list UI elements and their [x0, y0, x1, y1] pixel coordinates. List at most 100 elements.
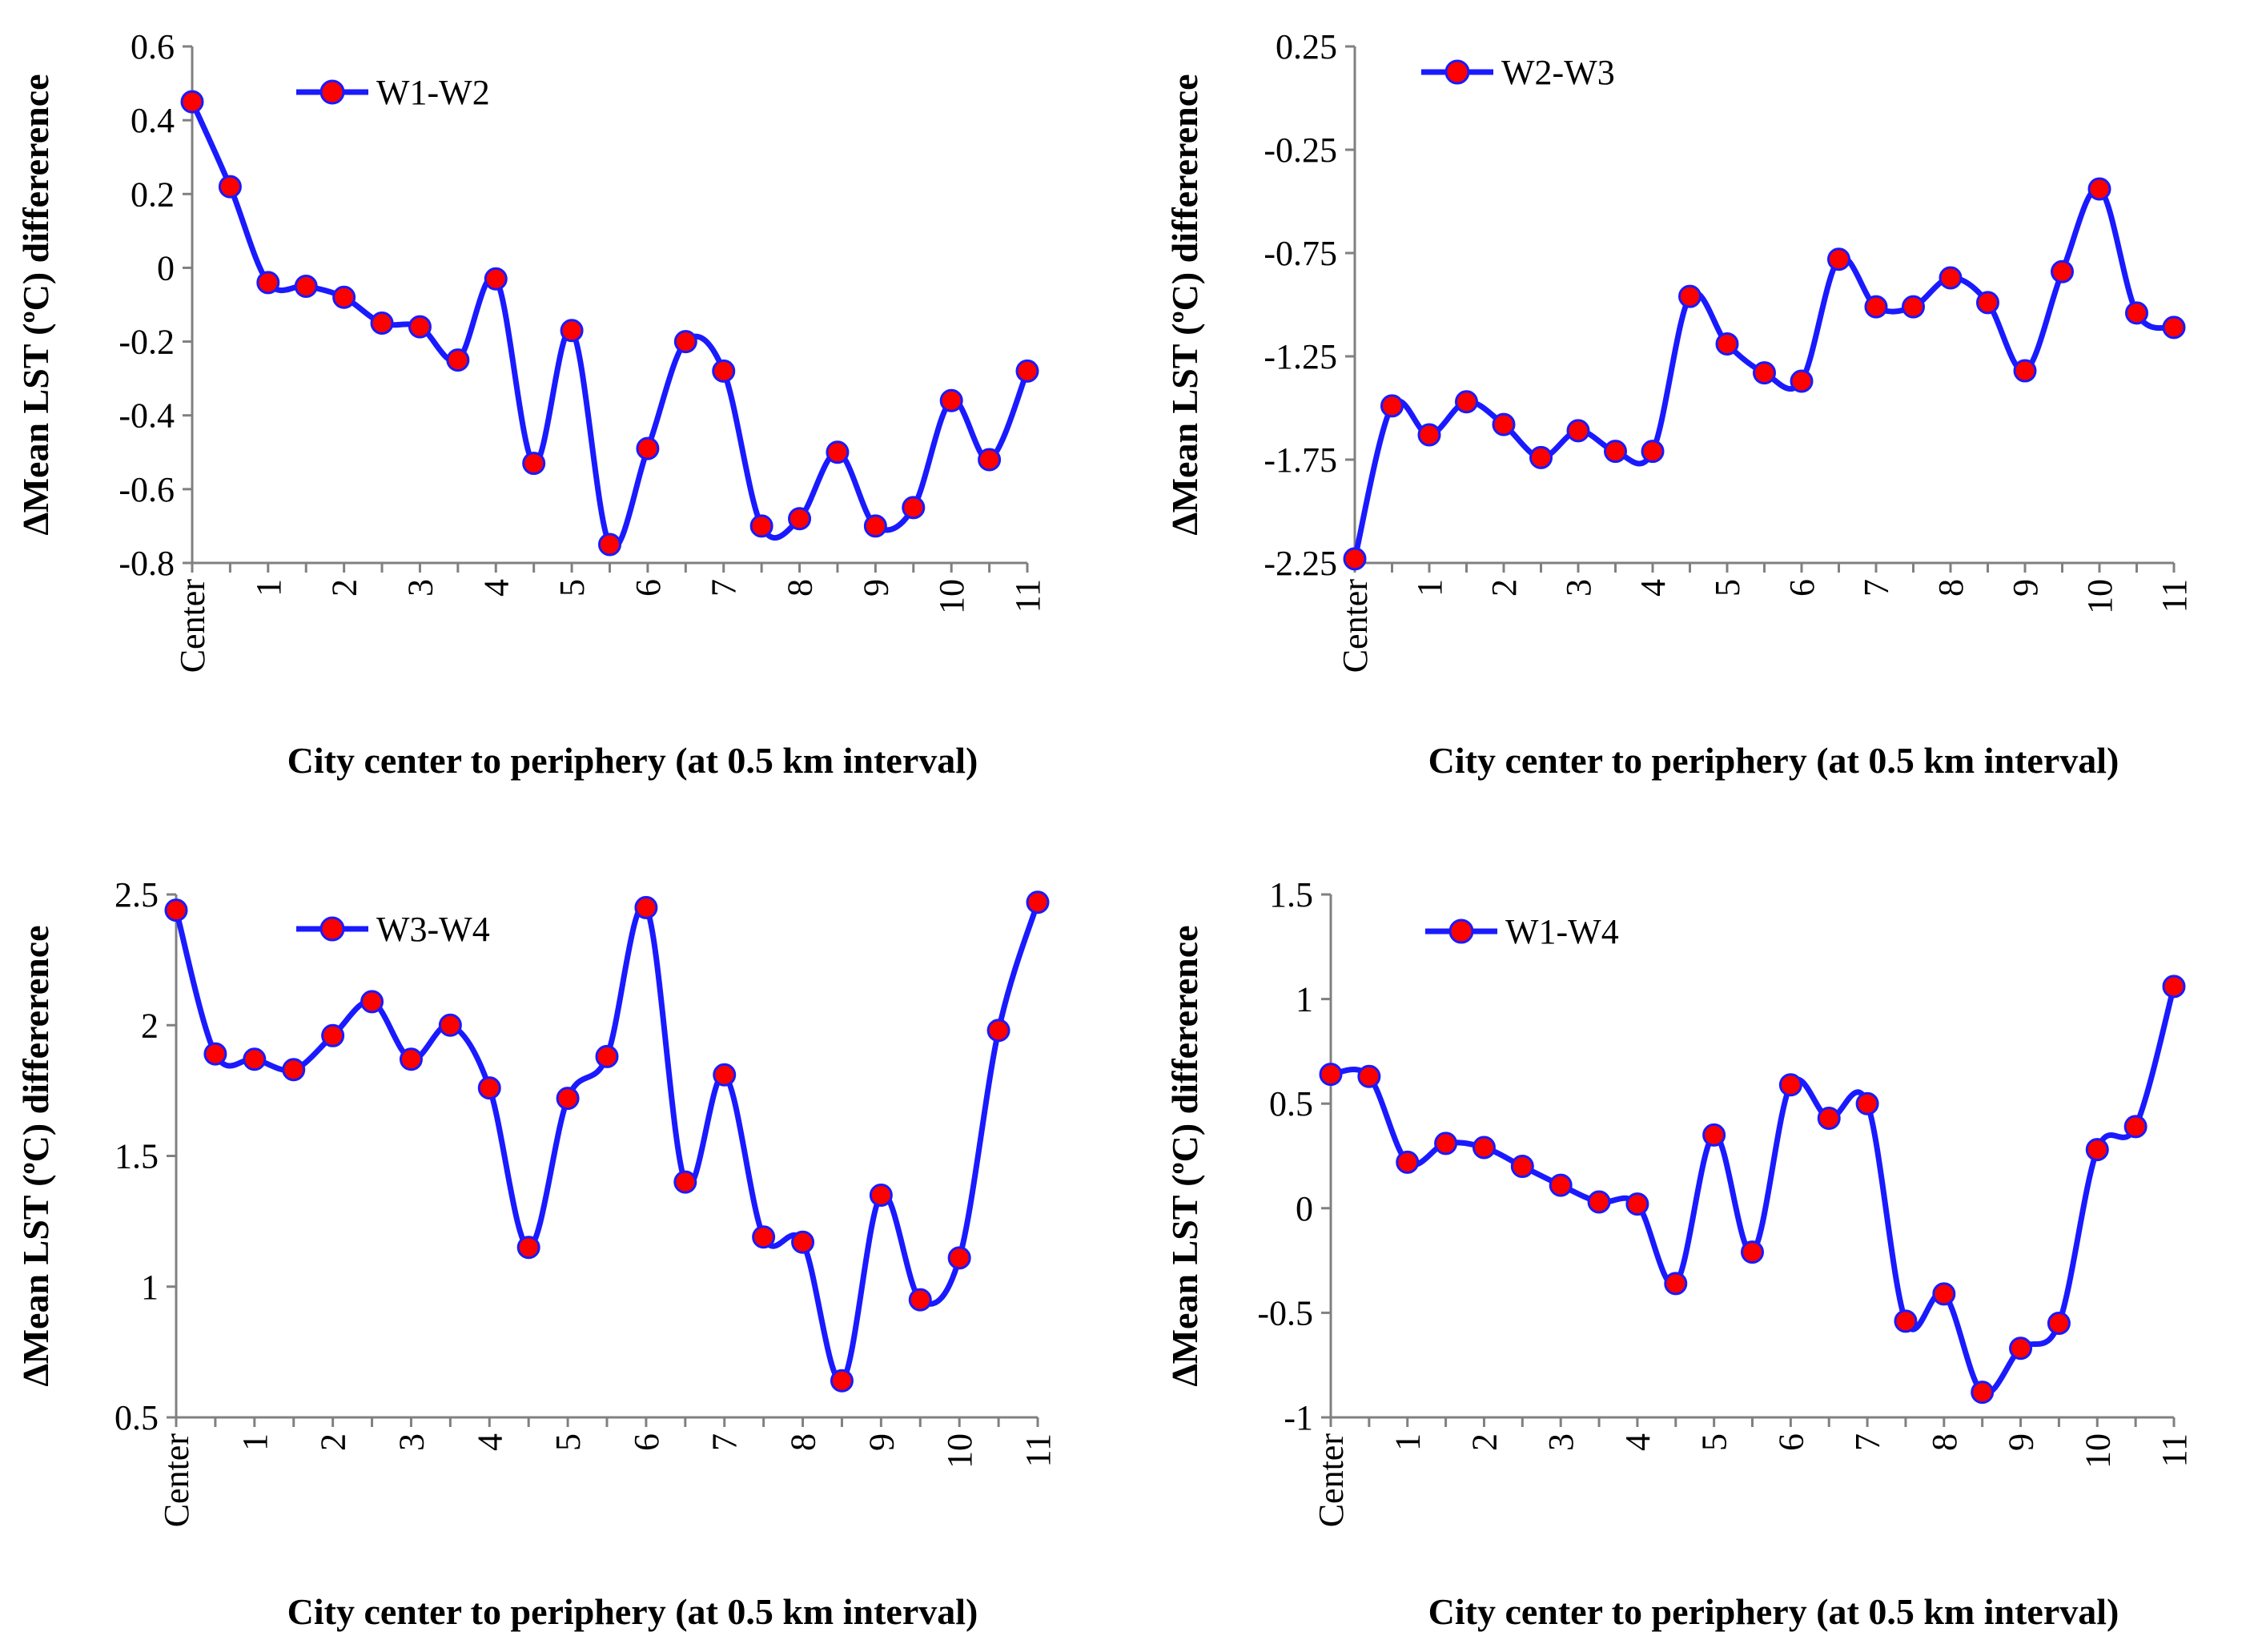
y-tick-label: 1.5	[115, 1137, 159, 1176]
data-point	[556, 1087, 580, 1111]
y-tick-label: 0	[157, 248, 175, 287]
x-tick-label: 8	[784, 1433, 823, 1451]
x-tick-label: 6	[627, 1433, 666, 1451]
data-point	[282, 1058, 306, 1082]
y-tick-label: -1.75	[1264, 440, 1337, 480]
data-point	[902, 496, 926, 520]
data-point	[826, 440, 850, 464]
x-tick-label: 8	[1931, 579, 1971, 597]
x-tick-label: 5	[1708, 579, 1747, 597]
y-tick-label: -2.25	[1264, 544, 1337, 583]
data-point	[1715, 332, 1739, 356]
data-point	[713, 1063, 737, 1087]
x-tick-label: 2	[325, 579, 364, 597]
y-tick-label: -0.8	[119, 544, 175, 583]
x-tick-label: 9	[2006, 579, 2045, 597]
data-point	[595, 1044, 619, 1068]
x-tick-label: 2	[314, 1433, 353, 1451]
x-tick-label: Center	[1336, 579, 1375, 673]
data-point	[516, 1236, 540, 1260]
x-tick-label: 10	[2078, 1433, 2117, 1469]
x-tick-label: 7	[705, 1433, 745, 1451]
x-tick-label: 2	[1464, 1433, 1504, 1451]
data-point	[2013, 359, 2037, 383]
data-point	[399, 1047, 423, 1071]
data-point	[1894, 1309, 1918, 1333]
data-point	[1026, 890, 1050, 914]
data-point	[598, 533, 621, 557]
data-point	[321, 1023, 345, 1047]
data-point	[1625, 1192, 1649, 1216]
y-axis-title: ∆Mean LST (ºC) differerence	[1164, 74, 1205, 535]
x-axis-title: City center to periphery (at 0.5 km inte…	[287, 1591, 978, 1632]
data-point	[446, 348, 470, 372]
data-point	[1753, 361, 1776, 385]
data-point	[2009, 1336, 2033, 1361]
data-point	[830, 1369, 854, 1393]
x-tick-label: 6	[1782, 579, 1822, 597]
data-point	[791, 1230, 815, 1254]
data-point	[712, 359, 736, 383]
data-point	[477, 1076, 501, 1100]
data-point	[1396, 1150, 1420, 1174]
chart-panel-w1-w2: -0.8 -0.6 -0.4 -0.2 0 0.2 0.4 0.6 Center 1 2 3 4 5 6 7 8…	[15, 27, 1047, 781]
x-tick-label: 1	[1388, 1433, 1428, 1451]
y-tick-label: 2	[141, 1006, 159, 1045]
data-point	[788, 507, 812, 531]
x-tick-label: Center	[157, 1433, 196, 1528]
legend-label: W1-W2	[376, 73, 490, 112]
x-tick-label: 7	[705, 579, 744, 597]
data-point	[370, 312, 394, 336]
x-tick-label: Center	[173, 579, 212, 673]
x-tick-label: 6	[629, 579, 668, 597]
x-tick-label: 1	[1410, 579, 1449, 597]
y-axis-title: ∆Mean LST (ºC) differerence	[15, 74, 56, 535]
y-tick-label: 0.6	[131, 27, 175, 66]
y-tick-label: -0.25	[1264, 131, 1337, 170]
x-tick-label: 3	[1559, 579, 1598, 597]
data-point	[908, 1288, 932, 1312]
data-point	[1902, 295, 1925, 319]
data-point	[673, 1170, 697, 1194]
data-point	[203, 1042, 227, 1066]
chart-panel-w2-w3: -2.25 -1.75 -1.25 -0.75 -0.25 0.25 Center 1 2 3 4 5…	[1164, 27, 2194, 781]
data-point	[1932, 1282, 1956, 1306]
data-point	[164, 898, 188, 922]
x-tick-label: 8	[1925, 1433, 1964, 1451]
data-point	[2051, 259, 2074, 283]
x-tick-label: 5	[552, 579, 592, 597]
data-point	[1855, 1091, 1879, 1115]
data-point	[360, 990, 384, 1014]
y-tick-label: -0.75	[1264, 234, 1337, 273]
x-tick-label: 4	[470, 1433, 509, 1451]
x-tick-label: 4	[1618, 1433, 1657, 1451]
y-tick-label: -0.6	[119, 470, 175, 509]
data-point	[1678, 284, 1702, 308]
x-tick-label: 11	[2155, 1433, 2194, 1467]
data-point	[2085, 1138, 2109, 1162]
data-point	[2047, 1311, 2071, 1335]
legend-marker	[1444, 59, 1470, 85]
y-tick-label: 0.5	[115, 1398, 159, 1437]
data-point	[947, 1246, 971, 1270]
legend-label: W2-W3	[1501, 53, 1615, 92]
data-point	[1817, 1106, 1841, 1130]
data-point	[1015, 359, 1039, 383]
x-tick-label: 1	[249, 579, 288, 597]
legend-marker	[319, 79, 345, 105]
data-point	[1434, 1131, 1458, 1156]
x-tick-label: 11	[1008, 579, 1047, 613]
data-point	[294, 274, 318, 298]
y-tick-label: -0.5	[1257, 1293, 1313, 1332]
data-point	[752, 1225, 776, 1249]
y-tick-label: 0.25	[1276, 27, 1337, 66]
y-tick-label: 0	[1296, 1189, 1313, 1228]
x-tick-label: 9	[862, 1433, 901, 1451]
data-point	[2162, 975, 2186, 999]
x-tick-label: 11	[2155, 579, 2194, 613]
y-tick-label: 1	[1296, 980, 1313, 1019]
y-axis-title: ∆Mean LST (ºC) differerence	[15, 925, 56, 1386]
data-point	[869, 1183, 893, 1207]
x-tick-label: 5	[1695, 1433, 1734, 1451]
